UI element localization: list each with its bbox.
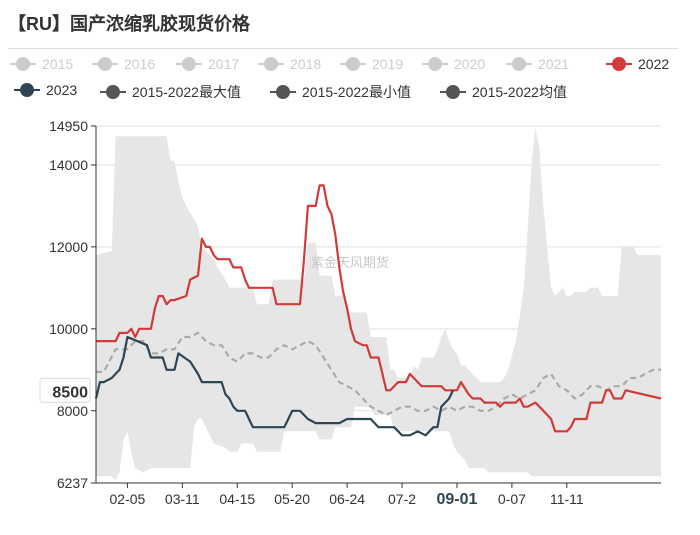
x-tick-label: 07-2	[388, 491, 416, 507]
legend-label: 2015-2022最大值	[132, 84, 241, 100]
legend-item-2023[interactable]: 2023	[14, 82, 77, 98]
legend-item-2015-2022最小值[interactable]: 2015-2022最小值	[270, 82, 411, 102]
legend-item-2017[interactable]: 2017	[176, 56, 239, 72]
legend-label: 2021	[538, 56, 570, 72]
legend-label: 2020	[454, 56, 486, 72]
legend-label: 2015-2022最小值	[302, 84, 411, 100]
y-highlight-label: 8500	[52, 384, 88, 401]
watermark: 紫金天风期货	[311, 255, 389, 271]
legend-item-2019[interactable]: 2019	[340, 56, 403, 72]
legend-item-2015[interactable]: 2015	[10, 56, 73, 72]
legend-item-2018[interactable]: 2018	[258, 56, 321, 72]
y-highlight-box	[39, 377, 91, 403]
title-divider	[8, 48, 678, 49]
x-tick-label: 11-11	[550, 491, 584, 507]
legend-label: 2015	[42, 56, 74, 72]
legend-symbol-icon	[100, 85, 126, 99]
legend-symbol-icon	[606, 57, 632, 71]
legend-item-2022[interactable]: 2022	[606, 56, 669, 72]
series-band-max-min	[96, 128, 661, 481]
legend-label: 2023	[46, 82, 78, 98]
chart-title: 【RU】国产浓缩乳胶现货价格	[8, 14, 250, 34]
legend-label: 2017	[208, 56, 240, 72]
legend-label: 2015-2022均值	[472, 84, 567, 100]
x-tick-label: 02-05	[109, 491, 145, 507]
y-tick-label: 12000	[49, 239, 88, 255]
legend-item-2016[interactable]: 2016	[92, 56, 155, 72]
legend-symbol-icon	[14, 83, 40, 97]
y-tick-label: 14000	[49, 157, 88, 173]
x-tick-label: 03-11	[165, 491, 200, 507]
x-tick-label: 06-24	[329, 491, 365, 507]
series-line-2023	[94, 335, 454, 437]
legend-symbol-icon	[10, 57, 36, 71]
y-tick-label: 8000	[57, 403, 88, 419]
series-line-2022	[96, 184, 662, 433]
legend-item-2021[interactable]: 2021	[506, 56, 569, 72]
legend-symbol-icon	[422, 57, 448, 71]
x-tick-label: 05-20	[274, 491, 310, 507]
legend-symbol-icon	[92, 57, 118, 71]
legend-label: 2018	[290, 56, 322, 72]
legend-symbol-icon	[440, 85, 466, 99]
legend-label: 2022	[638, 56, 670, 72]
chart-legend: 2015 2016 2017 2018 2019 2020 2021 2022 2023 2015…	[0, 52, 700, 107]
legend-label: 2016	[124, 56, 156, 72]
legend-label: 2019	[372, 56, 404, 72]
legend-item-2015-2022均值[interactable]: 2015-2022均值	[440, 82, 567, 102]
legend-symbol-icon	[340, 57, 366, 71]
x-tick-label: 0-07	[498, 491, 526, 507]
legend-symbol-icon	[270, 85, 296, 99]
legend-item-2020[interactable]: 2020	[422, 56, 485, 72]
y-tick-label: 6237	[57, 475, 88, 491]
legend-item-2015-2022最大值[interactable]: 2015-2022最大值	[100, 82, 241, 102]
series-line-2015-2022均值	[96, 331, 661, 417]
y-tick-label: 10000	[49, 321, 88, 337]
legend-symbol-icon	[258, 57, 284, 71]
x-tick-label: 04-15	[219, 491, 255, 507]
legend-symbol-icon	[506, 57, 532, 71]
x-highlight-label: 09-01	[437, 491, 478, 508]
y-tick-label: 14950	[49, 118, 88, 134]
legend-symbol-icon	[176, 57, 202, 71]
